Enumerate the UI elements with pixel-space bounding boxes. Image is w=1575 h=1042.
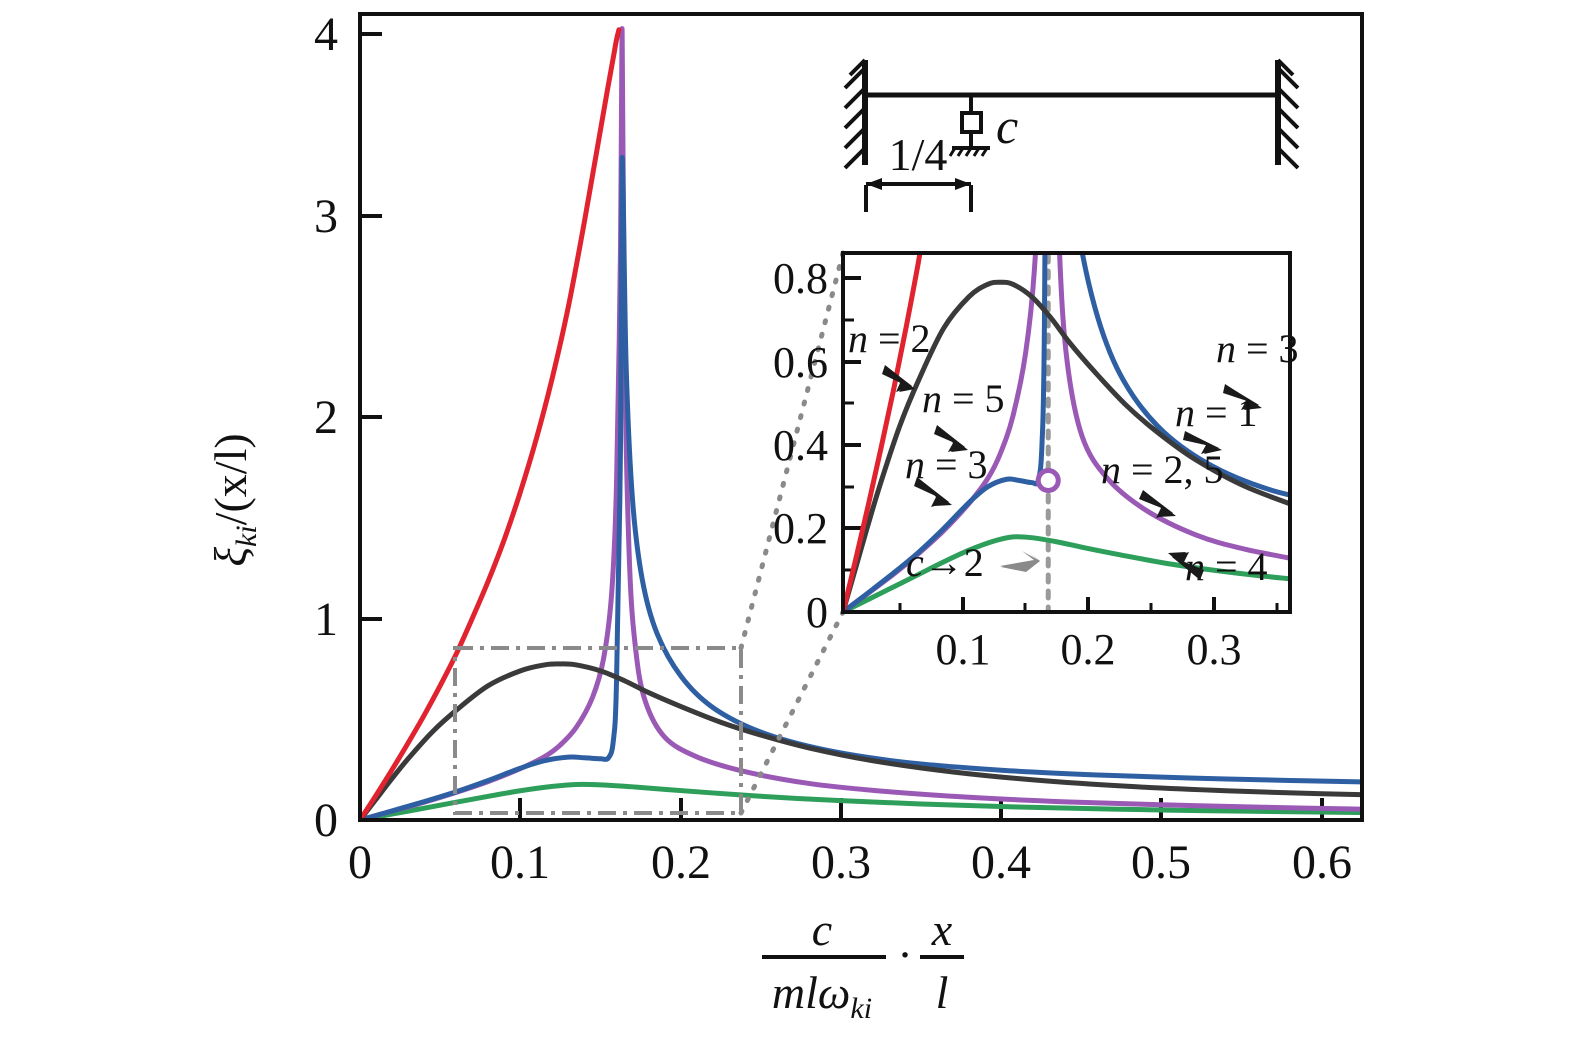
dim-arrow-right (955, 178, 971, 190)
optimal-point-marker (1035, 468, 1061, 494)
ann-n25-arrow (1139, 490, 1176, 518)
inset-annotations: n = 2 n = 5 n = 3 (848, 316, 1299, 589)
svg-text:0.2: 0.2 (651, 836, 711, 889)
svg-text:0.6: 0.6 (1292, 836, 1352, 889)
curve-n1-main (362, 661, 1360, 818)
x-label-dot: · (897, 929, 912, 980)
svg-text:0.4: 0.4 (971, 836, 1031, 889)
inset-y-tick-labels: 0 0.2 0.4 0.6 0.8 (773, 254, 828, 637)
main-curves (362, 26, 1360, 818)
svg-text:4: 4 (314, 8, 338, 61)
ann-c2-label: c→2 (906, 540, 984, 585)
svg-text:0.1: 0.1 (936, 625, 991, 674)
left-support-hatching (843, 58, 867, 170)
span-label: 1/4 (889, 129, 948, 180)
right-support-hatching (1276, 58, 1300, 170)
curve-n3-main (362, 155, 1360, 818)
svg-text:1: 1 (314, 593, 338, 646)
svg-text:0.8: 0.8 (773, 254, 828, 303)
ann-n4-arrow (1168, 552, 1204, 580)
x-label-numerator-right: x (931, 904, 953, 955)
svg-text:0.3: 0.3 (811, 836, 871, 889)
svg-text:0.2: 0.2 (773, 504, 828, 553)
ann-n3a-arrow (914, 477, 952, 507)
svg-text:3: 3 (314, 190, 338, 243)
x-axis-label: c mlωki · x l (762, 904, 964, 1025)
curve-n3-inset (845, 255, 1288, 610)
ann-n1-label: n = 1 (1175, 390, 1258, 435)
ann-n2-label: n = 2 (848, 316, 931, 361)
ann-n4-label: n = 4 (1185, 544, 1268, 589)
dim-arrow-left (866, 178, 882, 190)
svg-text:0.4: 0.4 (773, 421, 828, 470)
zoom-region-box (453, 646, 743, 815)
svg-text:0: 0 (806, 588, 828, 637)
connector-top (738, 250, 846, 651)
damper-label: c (996, 98, 1018, 154)
svg-text:0.2: 0.2 (1061, 625, 1116, 674)
svg-text:ξki/(x/l): ξki/(x/l) (205, 433, 263, 566)
svg-text:0: 0 (314, 794, 338, 847)
svg-text:2: 2 (314, 391, 338, 444)
inset-x-tick-labels: 0.1 0.2 0.3 (936, 625, 1242, 674)
curve-n4-main (362, 781, 1360, 818)
connector-bottom (738, 609, 846, 816)
ann-n25-label: n = 2, 5 (1101, 447, 1224, 492)
svg-text:0.1: 0.1 (490, 836, 550, 889)
inset-axis-ticks (843, 276, 861, 614)
main-y-tick-labels: 0 1 2 3 4 (314, 8, 338, 847)
x-label-denominator-right: l (936, 967, 949, 1018)
curve-n2-inset (845, 255, 923, 610)
zoom-connector-lines (738, 250, 846, 816)
svg-text:0.5: 0.5 (1131, 836, 1191, 889)
curve-n2-main (362, 27, 622, 818)
curve-n1-inset (845, 279, 1288, 610)
damper-ground-hatching (948, 147, 989, 157)
x-label-numerator-left: c (812, 904, 832, 955)
x-label-denominator-left: mlωki (772, 967, 872, 1025)
ann-c2-arrow (1000, 551, 1040, 572)
ann-n1-arrow (1183, 431, 1222, 454)
svg-text:0.3: 0.3 (1187, 625, 1242, 674)
ann-n5-arrow (934, 425, 968, 452)
svg-text:0: 0 (348, 836, 372, 889)
svg-text:0.6: 0.6 (773, 338, 828, 387)
y-axis-label: ξki/(x/l) (205, 433, 263, 566)
ann-n2-arrow (882, 365, 915, 392)
ann-n3a-label: n = 3 (905, 442, 988, 487)
ann-n5-label: n = 5 (922, 376, 1005, 421)
ann-n3b-label: n = 3 (1216, 326, 1299, 371)
damper-box (960, 111, 983, 134)
main-x-tick-labels: 0 0.1 0.2 0.3 0.4 0.5 0.6 (348, 836, 1352, 889)
inset-x-major-ticks (961, 597, 1216, 612)
ann-n3b-arrow (1223, 384, 1262, 410)
beam-schematic: c 1/4 (843, 58, 1300, 212)
inset-axis-minor-ticks (843, 318, 1279, 612)
